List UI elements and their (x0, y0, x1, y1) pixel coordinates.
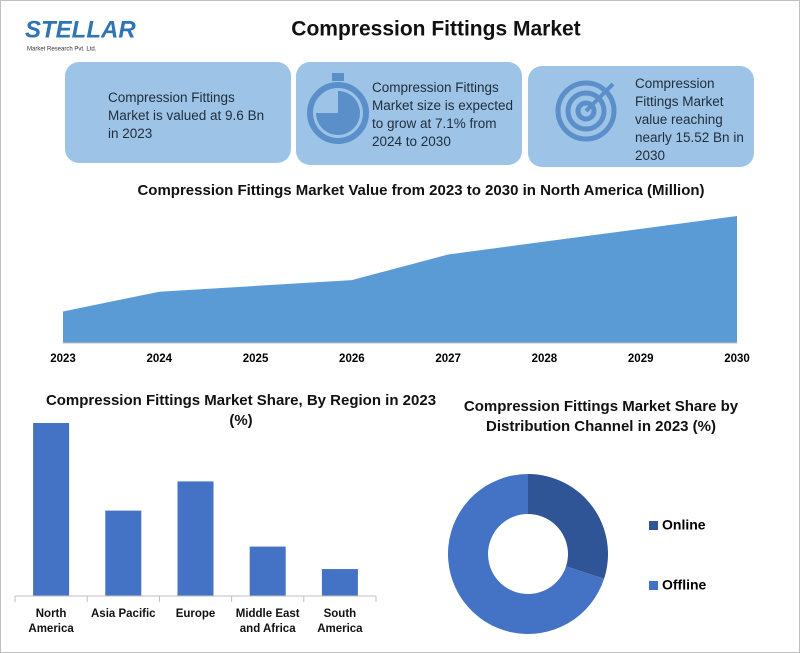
x-tick-label: Asia Pacific (91, 608, 156, 620)
x-tick-label: 2026 (339, 353, 365, 365)
chart-title: Compression Fittings Market Value from 2… (137, 182, 705, 199)
x-tick-label: South America (317, 608, 363, 635)
x-tick-label: 2030 (724, 353, 750, 365)
chart-title: Compression Fittings Market Share by Dis… (463, 398, 739, 435)
legend-label: Offline (662, 577, 707, 593)
bar (177, 481, 214, 596)
page-title: Compression Fittings Market (291, 18, 580, 41)
legend-swatch (649, 521, 658, 530)
x-tick-label: 2024 (146, 353, 172, 365)
x-tick-label: Europe (175, 608, 216, 620)
logo: STELLAR (25, 16, 136, 43)
area (63, 216, 737, 343)
x-tick-label: 2028 (532, 353, 558, 365)
x-tick-label: 2027 (435, 353, 461, 365)
card-text: Compression Fittings Market value reachi… (635, 76, 744, 163)
legend-swatch (649, 581, 658, 590)
bar (249, 546, 286, 596)
bar (105, 510, 142, 596)
x-tick-label: 2023 (50, 353, 76, 365)
card-text: Compression Fittings Market is valued at… (108, 90, 265, 141)
bar (33, 423, 70, 596)
card-text: Compression Fittings Market size is expe… (372, 80, 514, 149)
logo-sub: Market Research Pvt. Ltd. (27, 47, 97, 53)
donut-slice (448, 474, 605, 634)
bar (321, 569, 358, 596)
target-icon (555, 80, 617, 142)
x-tick-label: 2025 (243, 353, 269, 365)
legend-label: Online (662, 517, 706, 533)
x-tick-label: Middle East and Africa (235, 608, 300, 635)
x-tick-label: 2029 (628, 353, 654, 365)
chart-title: Compression Fittings Market Share, By Re… (45, 392, 437, 429)
stopwatch-icon (307, 73, 369, 144)
x-tick-label: North America (28, 608, 74, 635)
card (65, 62, 291, 163)
donut-slice (528, 474, 608, 579)
